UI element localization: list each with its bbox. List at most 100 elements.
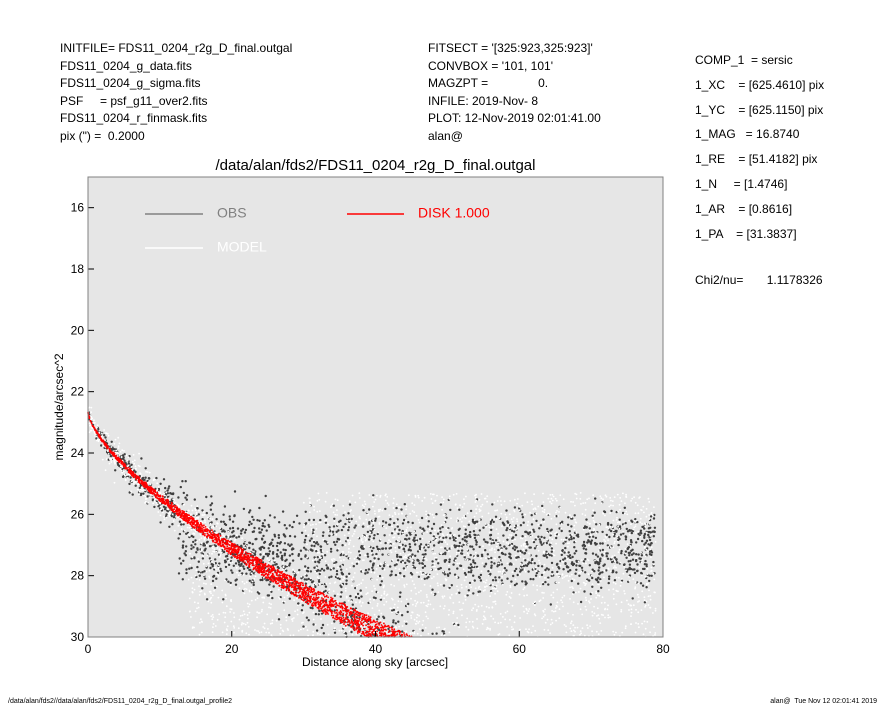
model-point xyxy=(316,632,319,635)
obs-point xyxy=(602,564,605,567)
obs-point xyxy=(251,542,254,546)
model-point xyxy=(641,622,643,625)
model-point xyxy=(326,550,329,553)
model-point xyxy=(523,586,526,589)
model-point xyxy=(624,552,627,555)
obs-point xyxy=(259,531,262,534)
model-point xyxy=(378,510,381,512)
model-point xyxy=(403,584,406,587)
model-point xyxy=(519,617,521,619)
obs-point xyxy=(639,531,642,534)
model-point xyxy=(653,626,655,628)
obs-point xyxy=(180,523,183,526)
obs-point xyxy=(332,567,335,570)
model-point xyxy=(396,606,399,609)
model-point xyxy=(648,518,651,520)
model-point xyxy=(248,611,251,614)
model-point xyxy=(389,544,392,546)
obs-point xyxy=(528,546,531,549)
model-point xyxy=(531,560,534,563)
model-point xyxy=(441,546,443,549)
model-point xyxy=(183,520,186,523)
model-point xyxy=(254,629,256,631)
obs-point xyxy=(334,543,337,546)
obs-point xyxy=(562,558,565,561)
obs-point xyxy=(279,596,282,599)
obs-point xyxy=(624,550,628,553)
model-point xyxy=(551,493,554,496)
model-point xyxy=(598,550,600,552)
obs-point xyxy=(192,546,195,549)
header-mid-block: FITSECT = '[325:923,325:923]' CONVBOX = … xyxy=(428,40,601,146)
obs-point xyxy=(305,616,309,619)
model-point xyxy=(333,520,336,522)
model-point xyxy=(233,631,235,634)
model-point xyxy=(116,451,119,454)
model-point xyxy=(588,523,591,525)
obs-point xyxy=(472,530,476,533)
model-point xyxy=(88,431,91,434)
model-point xyxy=(293,570,296,573)
model-point xyxy=(354,501,357,504)
model-point xyxy=(464,594,466,597)
model-point xyxy=(639,517,642,520)
obs-point xyxy=(368,508,371,511)
model-point xyxy=(582,528,585,531)
model-point xyxy=(646,537,649,540)
obs-point xyxy=(201,571,204,574)
model-point xyxy=(471,625,474,628)
model-point xyxy=(360,592,362,594)
model-point xyxy=(238,587,241,590)
model-point xyxy=(363,500,366,503)
obs-point xyxy=(568,530,571,533)
model-point xyxy=(562,539,565,541)
model-point xyxy=(628,533,631,536)
model-point xyxy=(562,498,565,501)
obs-point xyxy=(224,565,228,569)
obs-point xyxy=(498,555,501,559)
obs-point xyxy=(469,571,473,574)
model-point xyxy=(188,610,191,613)
obs-point xyxy=(109,454,113,458)
obs-point xyxy=(498,563,501,567)
obs-point xyxy=(228,518,232,521)
model-point xyxy=(427,574,429,576)
model-point xyxy=(432,608,435,610)
model-point xyxy=(198,594,201,596)
model-point xyxy=(623,512,626,515)
model-point xyxy=(586,521,589,524)
model-point xyxy=(574,626,576,629)
obs-point xyxy=(547,583,550,586)
model-point xyxy=(382,586,385,589)
model-point xyxy=(198,509,200,512)
model-point xyxy=(132,478,135,481)
obs-point xyxy=(457,528,460,531)
obs-point xyxy=(275,563,278,566)
model-point xyxy=(156,482,159,485)
obs-point xyxy=(351,607,355,611)
model-point xyxy=(247,617,249,620)
obs-point xyxy=(486,541,489,544)
model-point xyxy=(168,514,171,516)
obs-point xyxy=(567,570,570,573)
model-point xyxy=(466,617,469,620)
obs-point xyxy=(445,536,448,539)
model-point xyxy=(619,584,622,587)
model-point xyxy=(465,576,467,579)
model-point xyxy=(240,623,243,626)
model-point xyxy=(373,501,376,503)
model-point xyxy=(555,573,558,575)
model-point xyxy=(223,621,226,624)
model-point xyxy=(312,523,314,526)
model-point xyxy=(355,561,358,563)
model-point xyxy=(319,521,322,524)
obs-point xyxy=(591,552,595,555)
model-point xyxy=(234,539,236,542)
obs-point xyxy=(323,554,327,557)
model-point xyxy=(194,518,197,521)
model-point xyxy=(218,613,221,616)
disk-point xyxy=(383,622,385,625)
model-point xyxy=(242,622,245,625)
model-point xyxy=(266,557,269,560)
obs-point xyxy=(479,579,483,582)
